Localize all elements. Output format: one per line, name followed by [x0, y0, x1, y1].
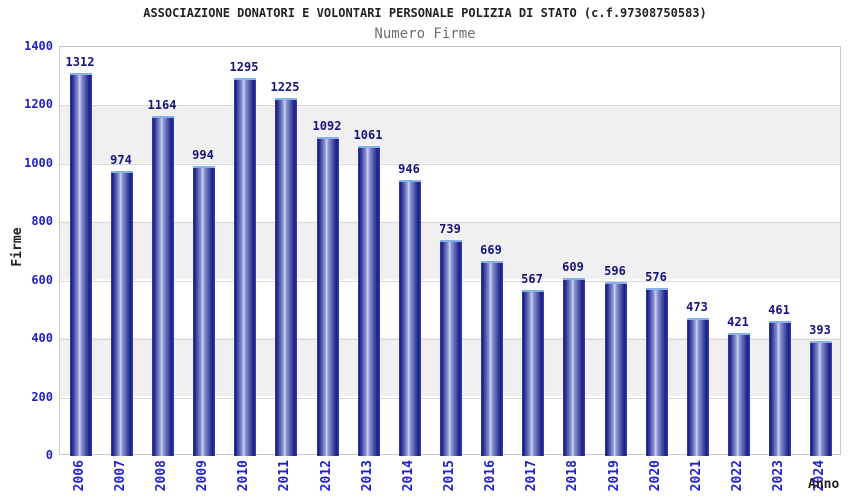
bar-2014 [399, 180, 421, 456]
bar-2006 [70, 73, 92, 456]
x-tick-label-2014: 2014 [401, 460, 416, 492]
bar-value-label-2018: 609 [562, 260, 584, 274]
x-tick-label-2021: 2021 [689, 460, 704, 492]
bar-value-label-2011: 1225 [270, 80, 300, 94]
gridline-800 [60, 222, 840, 223]
bar-value-label-2008: 1164 [147, 98, 177, 112]
x-tick-label-2015: 2015 [442, 460, 457, 492]
x-tick-label-2016: 2016 [483, 460, 498, 492]
bar-value-label-2024: 393 [809, 323, 831, 337]
y-tick-label-1200: 1200 [24, 97, 53, 111]
x-axis-title: Anno [808, 477, 840, 492]
bar-2023 [769, 321, 791, 456]
gridline-1000 [60, 164, 840, 165]
bar-2017 [522, 290, 544, 456]
x-tick-label-2009: 2009 [195, 460, 210, 492]
bar-2018 [563, 278, 585, 456]
y-tick-label-1400: 1400 [24, 39, 53, 53]
bar-value-label-2022: 421 [727, 315, 749, 329]
bar-2008 [152, 116, 174, 456]
bar-2016 [481, 261, 503, 456]
x-tick-label-2023: 2023 [771, 460, 786, 492]
y-tick-label-200: 200 [31, 390, 53, 404]
x-tick-label-2019: 2019 [607, 460, 622, 492]
y-tick-label-600: 600 [31, 273, 53, 287]
y-tick-label-800: 800 [31, 214, 53, 228]
x-tick-label-2011: 2011 [277, 460, 292, 492]
chart-subtitle: Numero Firme [374, 26, 476, 42]
bar-value-label-2023: 461 [768, 303, 790, 317]
x-tick-label-2006: 2006 [72, 460, 87, 492]
bar-value-label-2019: 596 [604, 264, 626, 278]
bar-2015 [440, 240, 462, 456]
bar-2019 [605, 282, 627, 456]
bar-2009 [193, 166, 215, 456]
x-tick-label-2020: 2020 [648, 460, 663, 492]
bar-value-label-2009: 994 [192, 148, 214, 162]
bar-2024 [810, 341, 832, 456]
bar-value-label-2014: 946 [398, 162, 420, 176]
bar-value-label-2016: 669 [480, 243, 502, 257]
x-tick-label-2007: 2007 [113, 460, 128, 492]
x-tick-label-2017: 2017 [524, 460, 539, 492]
bar-value-label-2012: 1092 [312, 119, 342, 133]
bar-value-label-2021: 473 [686, 300, 708, 314]
bar-value-label-2015: 739 [439, 222, 461, 236]
bar-value-label-2017: 567 [521, 272, 543, 286]
x-tick-label-2008: 2008 [154, 460, 169, 492]
bar-2013 [358, 146, 380, 456]
y-axis-title: Firme [10, 227, 25, 267]
bar-2010 [234, 78, 256, 456]
x-tick-label-2013: 2013 [360, 460, 375, 492]
y-tick-label-400: 400 [31, 331, 53, 345]
bar-2020 [646, 288, 668, 456]
x-tick-label-2012: 2012 [319, 460, 334, 492]
x-tick-label-2022: 2022 [730, 460, 745, 492]
plot-area [59, 46, 841, 456]
bar-2007 [111, 171, 133, 456]
y-tick-label-1000: 1000 [24, 156, 53, 170]
bar-value-label-2020: 576 [645, 270, 667, 284]
gridline-1200 [60, 105, 840, 106]
bar-2021 [687, 318, 709, 456]
bar-2022 [728, 333, 750, 456]
bar-value-label-2013: 1061 [353, 128, 383, 142]
chart-title: ASSOCIAZIONE DONATORI E VOLONTARI PERSON… [143, 6, 707, 20]
bar-2011 [275, 98, 297, 456]
bar-value-label-2006: 1312 [65, 55, 95, 69]
y-tick-label-0: 0 [45, 448, 53, 462]
bar-2012 [317, 137, 339, 456]
x-tick-label-2018: 2018 [565, 460, 580, 492]
x-tick-label-2010: 2010 [236, 460, 251, 492]
bar-value-label-2007: 974 [110, 153, 132, 167]
bar-value-label-2010: 1295 [229, 60, 259, 74]
